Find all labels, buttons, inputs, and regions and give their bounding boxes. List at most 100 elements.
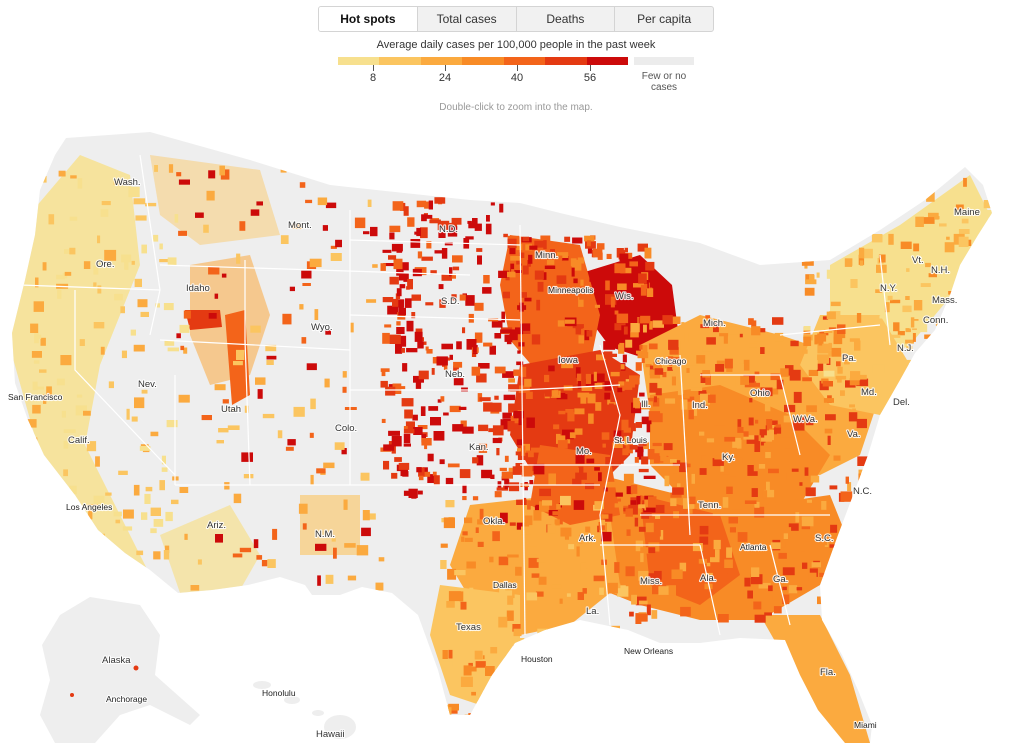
- county-block: [507, 554, 519, 558]
- label-montana: Mont.: [288, 220, 312, 231]
- label-san-francisco: San Francisco: [8, 392, 63, 402]
- county-block: [518, 338, 528, 344]
- county-block: [762, 490, 768, 499]
- county-block: [822, 580, 834, 588]
- county-block: [436, 356, 448, 366]
- county-block: [472, 457, 479, 464]
- county-block: [438, 232, 446, 238]
- county-block: [653, 361, 663, 369]
- county-block: [575, 454, 585, 464]
- county-block: [580, 279, 584, 286]
- county-block: [183, 310, 191, 319]
- label-missouri: Mo.: [576, 446, 592, 457]
- county-block: [813, 223, 821, 228]
- county-block: [462, 327, 466, 334]
- legend-swatch: [545, 57, 587, 65]
- county-block: [611, 625, 620, 632]
- county-block: [768, 388, 779, 395]
- county-block: [433, 475, 440, 486]
- legend-tick-label: 8: [369, 72, 377, 84]
- county-block: [28, 437, 38, 443]
- county-block: [817, 343, 830, 354]
- hawaii-inset: [253, 681, 356, 739]
- county-block: [663, 443, 673, 451]
- tab-hot-spots[interactable]: Hot spots: [319, 7, 417, 31]
- county-block: [594, 467, 600, 471]
- county-block: [698, 390, 707, 395]
- legend-tick-label: 56: [583, 72, 597, 84]
- county-block: [649, 279, 662, 288]
- label-kentucky: Ky.: [722, 452, 735, 463]
- legend-tick-label: 40: [510, 72, 524, 84]
- county-block: [830, 524, 838, 533]
- county-block: [572, 324, 584, 329]
- county-block: [748, 318, 754, 325]
- county-block: [464, 537, 473, 542]
- border-mont-wyo: [159, 264, 471, 276]
- county-block: [163, 303, 174, 311]
- county-block: [502, 590, 513, 599]
- county-block: [120, 306, 125, 314]
- label-south-dakota: S.D.: [441, 296, 459, 307]
- county-block: [809, 274, 815, 283]
- county-block: [509, 672, 522, 676]
- label-north-carolina: N.C.: [853, 486, 872, 497]
- county-block: [828, 600, 835, 611]
- county-block: [597, 638, 608, 646]
- county-block: [751, 567, 760, 577]
- county-block: [495, 683, 505, 688]
- county-block: [737, 419, 742, 427]
- county-block: [562, 639, 571, 649]
- us-hotspot-map[interactable]: Wash. Ore. Idaho Mont. Wyo. Nev. San Fra…: [0, 115, 1024, 743]
- county-block: [166, 420, 178, 428]
- county-block: [540, 235, 551, 245]
- county-block: [700, 373, 710, 383]
- tab-deaths[interactable]: Deaths: [515, 7, 615, 31]
- border-pa-ny: [779, 324, 881, 336]
- county-block: [979, 328, 991, 336]
- county-block: [652, 515, 661, 519]
- county-block: [625, 379, 632, 384]
- county-block: [598, 522, 605, 530]
- zoom-hint: Double-click to zoom into the map.: [439, 102, 593, 113]
- county-block: [421, 256, 433, 261]
- county-block: [489, 345, 496, 355]
- county-block: [986, 258, 992, 267]
- county-block: [905, 328, 911, 333]
- border-ore-nev: [19, 284, 161, 291]
- county-block: [643, 324, 647, 333]
- label-iowa: Iowa: [558, 355, 579, 366]
- county-block: [708, 324, 716, 328]
- county-block: [32, 404, 41, 414]
- county-block: [611, 632, 622, 642]
- county-block: [520, 323, 530, 331]
- county-block: [644, 499, 651, 511]
- county-block: [828, 342, 832, 351]
- county-block: [756, 377, 762, 383]
- tab-total-cases[interactable]: Total cases: [416, 7, 516, 31]
- border-utah-colo: [244, 339, 251, 486]
- county-block: [347, 575, 357, 581]
- county-block: [399, 262, 409, 271]
- county-block: [208, 266, 220, 275]
- county-block: [509, 243, 516, 255]
- county-block: [221, 273, 227, 278]
- county-block: [178, 230, 187, 236]
- county-block: [267, 559, 276, 568]
- county-block: [840, 390, 845, 396]
- county-block: [909, 320, 922, 329]
- label-west-virginia: W.Va.: [793, 414, 818, 425]
- county-block: [150, 528, 157, 534]
- county-block: [236, 349, 245, 360]
- county-block: [42, 262, 47, 271]
- border-ill-ind: [679, 354, 691, 536]
- county-block: [724, 436, 736, 442]
- county-block: [491, 402, 502, 412]
- county-block: [366, 299, 377, 303]
- county-block: [957, 311, 969, 319]
- tab-per-capita[interactable]: Per capita: [614, 7, 713, 31]
- county-block: [641, 353, 645, 363]
- county-block: [35, 386, 44, 390]
- county-block: [931, 236, 938, 246]
- county-block: [325, 574, 334, 584]
